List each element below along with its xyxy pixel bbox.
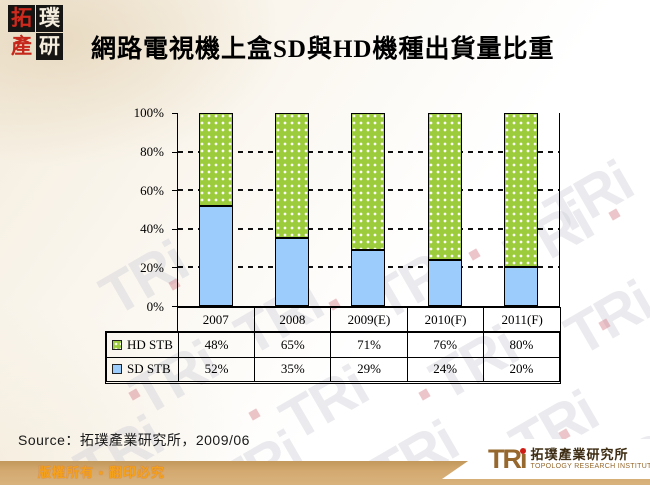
value-cell: 48% <box>178 332 256 358</box>
tri-logo: TRi 拓璞產業研究所 TOPOLOGY RESEARCH INSTITUTE <box>442 439 650 479</box>
logo-char: 產 <box>11 34 32 58</box>
y-axis-tick <box>172 306 178 307</box>
value-cell: 71% <box>330 332 408 358</box>
value-cell: 24% <box>406 356 484 382</box>
sd-segment <box>427 259 462 306</box>
y-axis-tick <box>172 113 178 114</box>
y-axis-tick <box>172 228 178 230</box>
stacked-bar <box>503 113 538 306</box>
legend-name-cell: SD STB <box>106 356 179 382</box>
page-title: 網路電視機上盒SD與HD機種出貨量比重 <box>91 36 555 63</box>
stacked-bar <box>351 113 386 306</box>
hd-segment <box>275 113 310 239</box>
logo-char: 拓 <box>8 5 35 32</box>
sd-segment <box>503 267 538 306</box>
bar-column <box>330 113 406 306</box>
y-tick-label: 60% <box>140 182 164 198</box>
y-tick-label: 80% <box>140 143 164 159</box>
tri-logo-abbr: TRi <box>488 444 527 474</box>
y-axis-labels: 0% 20% 40% 60% 80% 100% <box>105 105 171 314</box>
category-label: 2009(E) <box>330 307 408 332</box>
bar-column <box>178 113 254 306</box>
value-cell: 20% <box>482 356 561 382</box>
bar-column <box>483 113 559 306</box>
copyright-text: 版權所有 ▪ 翻印必究 <box>38 465 165 480</box>
value-cell: 52% <box>178 356 256 382</box>
source-note: Source：拓璞產業研究所，2009/06 <box>18 432 250 448</box>
hd-segment <box>351 113 386 251</box>
stacked-bar <box>275 113 310 306</box>
series-name: HD STB <box>127 336 173 352</box>
category-label: 2008 <box>253 307 332 332</box>
legend-name-cell: HD STB <box>106 332 179 358</box>
sd-segment <box>275 238 310 306</box>
value-cell: 76% <box>406 332 484 358</box>
hd-segment <box>427 113 462 260</box>
y-tick-label: 0% <box>146 299 164 314</box>
y-tick-label: 40% <box>140 221 164 237</box>
y-tick-label: 100% <box>133 105 164 120</box>
category-label: 2010(F) <box>406 307 485 332</box>
table-row: HD STB 48% 65% 71% 76% 80% <box>106 332 561 358</box>
plot-area <box>172 113 560 307</box>
y-tick-label: 20% <box>140 260 164 276</box>
company-logo: 拓 璞 產 研 <box>8 5 63 60</box>
stacked-bar <box>199 113 234 306</box>
hd-segment <box>199 113 234 206</box>
logo-char: 璞 <box>36 5 63 32</box>
value-cell: 65% <box>254 332 332 358</box>
y-axis-tick <box>172 190 178 192</box>
tri-logo-red-dot-icon <box>519 448 526 454</box>
sd-segment <box>351 250 386 306</box>
y-axis-tick <box>172 151 178 153</box>
legend-marker-icon <box>112 339 122 350</box>
hd-segment <box>503 113 538 268</box>
sd-segment <box>199 205 234 306</box>
series-name: SD STB <box>127 361 171 377</box>
tri-logo-en: TOPOLOGY RESEARCH INSTITUTE <box>530 462 650 470</box>
value-cell: 29% <box>330 356 408 382</box>
logo-char: 研 <box>36 33 63 60</box>
category-label: 2011(F) <box>483 307 561 332</box>
y-axis-tick <box>172 267 178 269</box>
tri-logo-cn: 拓璞產業研究所 <box>530 446 629 462</box>
value-cell: 35% <box>254 356 332 382</box>
table-row: SD STB 52% 35% 29% 24% 20% <box>106 356 561 382</box>
legend-marker-icon <box>112 364 122 375</box>
category-row: 2007 2008 2009(E) 2010(F) 2011(F) <box>177 307 561 332</box>
value-cell: 80% <box>482 332 561 358</box>
data-table: HD STB 48% 65% 71% 76% 80% SD STB 52% 35% 29% 24% 2… <box>105 331 561 384</box>
bar-column <box>407 113 483 306</box>
bar-column <box>254 113 330 306</box>
stacked-bar <box>427 113 462 306</box>
category-label: 2007 <box>177 307 255 332</box>
